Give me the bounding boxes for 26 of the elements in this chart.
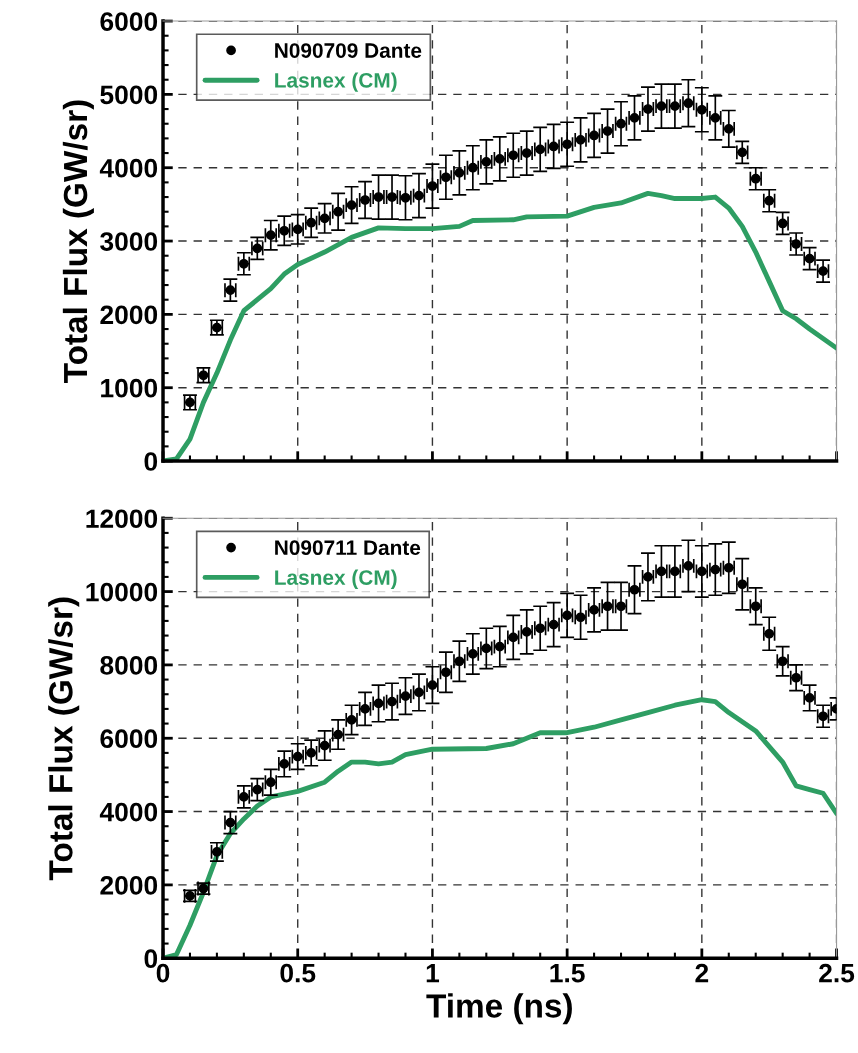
y-axis-title: Total Flux (GW/sr) [62, 100, 94, 383]
y-tick-label: 5000 [100, 85, 158, 105]
y-tick-label: 6000 [100, 729, 158, 749]
legend-label: Lasnex (CM) [275, 72, 397, 92]
y-tick-label: 4000 [99, 158, 158, 178]
legend-label: N090711 Dante [275, 540, 421, 556]
x-tick-label: 2.5 [819, 963, 855, 983]
y-tick-label: 2000 [100, 876, 158, 895]
y-tick-label: 10000 [86, 582, 158, 602]
y-tick-label: 0 [144, 949, 158, 969]
y-tick-label: 6000 [100, 12, 158, 31]
y-tick-label: 12000 [86, 509, 158, 529]
y-tick-label: 2000 [100, 305, 158, 325]
x-axis-title: Time (ns) [426, 993, 572, 1025]
x-tick-label: 2 [695, 963, 709, 983]
y-tick-label: 1000 [101, 378, 158, 398]
legend-label: Lasnex (CM) [275, 569, 397, 590]
x-tick-label: 1 [426, 964, 440, 983]
legend-label: N090709 Dante [275, 43, 422, 58]
y-tick-label: 3000 [100, 232, 158, 251]
y-tick-label: 0 [144, 452, 158, 471]
x-tick-label: 1.5 [550, 964, 585, 983]
y-tick-label: 8000 [100, 656, 158, 675]
x-tick-label: 0.5 [280, 963, 316, 983]
y-axis-title: Total Flux (GW/sr) [48, 597, 80, 881]
y-tick-label: 4000 [99, 802, 158, 822]
